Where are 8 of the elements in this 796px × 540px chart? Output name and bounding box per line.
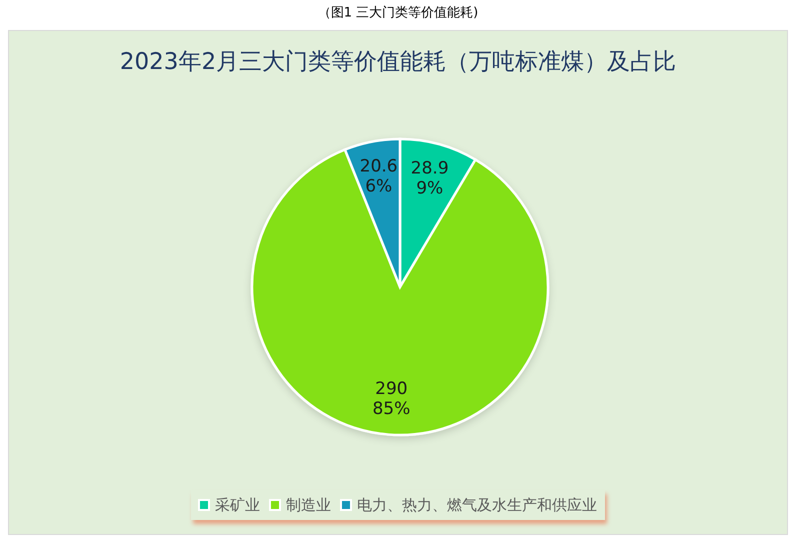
data-label: 28.9 9% [410,158,449,199]
text: （图1 三大门类等价值能耗) [318,4,478,20]
data-label: 20.6 6% [360,156,398,197]
legend-label: 电力、热力、燃气及水生产和供应业 [357,496,597,514]
legend-label: 制造业 [286,496,331,514]
chart-title: 2023年2月三大门类等价值能耗（万吨标准煤）及占比 [120,49,676,75]
data-label: 290 85% [372,379,410,420]
legend-label: 采矿业 [215,496,260,514]
